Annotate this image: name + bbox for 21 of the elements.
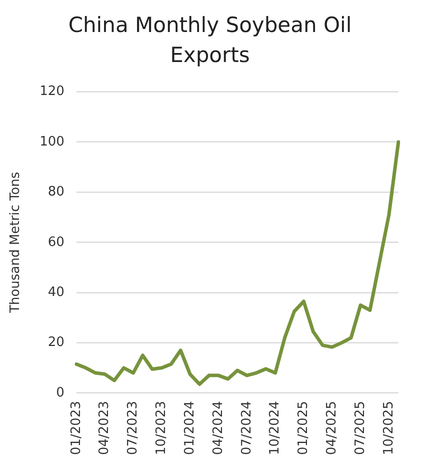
x-tick-label: 07/2025: [352, 400, 368, 456]
x-tick-label: 04/2024: [210, 400, 226, 456]
y-tick-label: 80: [48, 184, 64, 200]
x-tick-label: 01/2023: [68, 400, 84, 456]
y-tick-label: 100: [40, 134, 64, 150]
x-tick-label: 04/2023: [97, 400, 112, 456]
y-tick-label: 20: [48, 335, 64, 350]
x-tick-label: 07/2023: [126, 400, 141, 456]
x-tick-label: 10/2023: [154, 400, 170, 456]
x-tick-label: 10/2024: [268, 400, 283, 456]
y-tick-label: 0: [56, 385, 64, 400]
x-tick-label: 07/2024: [239, 400, 254, 456]
y-axis-title: Thousand Metric Tons: [8, 172, 24, 314]
y-tick-label: 60: [48, 234, 64, 250]
x-tick-label: 01/2024: [182, 400, 198, 456]
y-tick-label: 120: [40, 84, 64, 100]
y-tick-label: 40: [48, 284, 64, 300]
x-tick-label: 04/2025: [324, 400, 340, 456]
x-tick-label: 01/2025: [296, 400, 312, 456]
x-tick-label: 10/2025: [381, 400, 396, 456]
chart-title: China Monthly Soybean Oil Exports: [67, 12, 353, 69]
